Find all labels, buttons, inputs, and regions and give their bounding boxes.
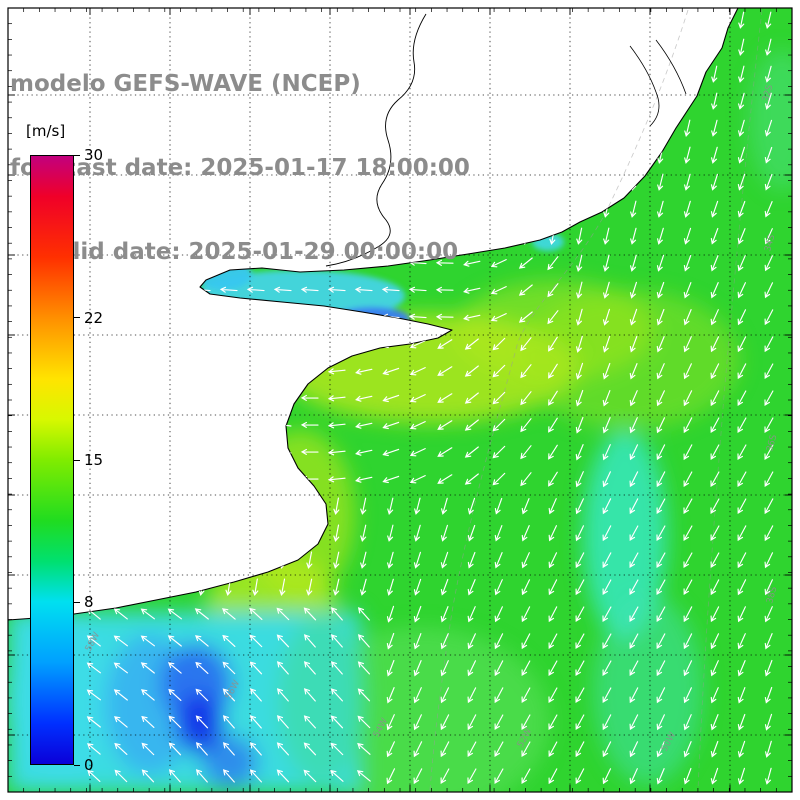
- lagoon-line: [655, 39, 687, 95]
- contour-line: [697, 9, 763, 791]
- graticule-label: 36S: [765, 433, 779, 452]
- graticule-label: 38S: [765, 585, 779, 604]
- wave-speed-field: [8, 8, 792, 792]
- lagoon-line: [629, 45, 660, 127]
- graticule-label: 32S: [761, 83, 775, 102]
- frame-ticks: [7, 7, 793, 793]
- coastline: [7, 7, 739, 621]
- graticule-label: 34S: [763, 233, 777, 252]
- contour-line: [429, 9, 689, 791]
- map-gridlines: [8, 8, 792, 792]
- map-frame: [7, 7, 793, 793]
- bathymetry-contours: [429, 9, 763, 791]
- river-line: [325, 13, 427, 267]
